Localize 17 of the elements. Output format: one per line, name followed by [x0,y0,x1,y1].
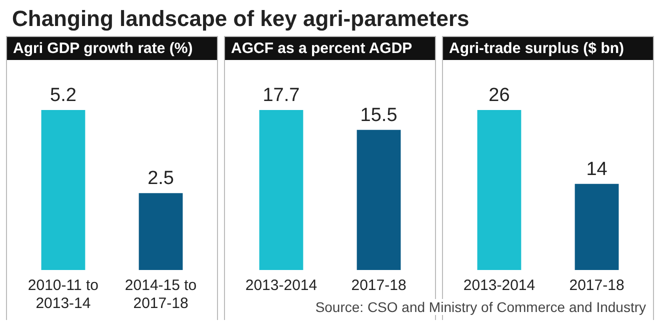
data-label: 2.5 [148,168,174,190]
x-tick-label: 2013-2014 [245,277,318,294]
data-label: 5.2 [50,85,76,106]
data-label: 26 [488,85,510,106]
data-label: 14 [586,158,608,180]
chart-title: AGCF as a percent AGDP [225,37,435,60]
chart-title: Agri GDP growth rate (%) [7,37,217,60]
data-label: 15.5 [360,104,398,126]
data-label: 17.7 [262,85,300,106]
x-tick-label: 2017-18 [351,277,406,294]
text: Changing landscape of key agri-parameters [11,5,470,33]
chart-title: Agri-trade surplus ($ bn) [443,37,653,60]
x-tick-label: 2017-18 [569,277,624,294]
x-tick-label: 2013-2014 [463,277,536,294]
x-tick-label: 2010-11 to 2013-14 [28,277,99,312]
source-note: Source: CSO and Ministry of Commerce and Industry [315,299,646,315]
x-tick-label: 2014-15 to 2017-18 [124,277,197,312]
